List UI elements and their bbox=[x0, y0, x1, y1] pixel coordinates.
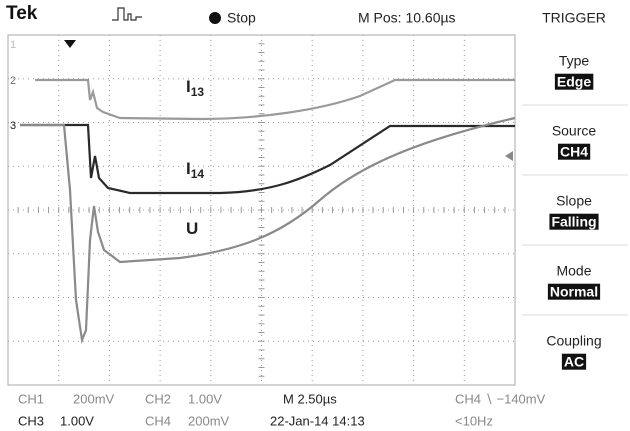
footer-text: CH4 ∖ −140mV bbox=[455, 391, 546, 406]
trace-label-sub: 14 bbox=[191, 167, 205, 181]
menu-value-bg bbox=[554, 73, 594, 90]
screen-border bbox=[7, 34, 516, 386]
menu-label: Source bbox=[552, 123, 597, 139]
ch3-marker: 3 bbox=[10, 120, 16, 132]
trace-label-main: I bbox=[186, 159, 191, 178]
menu: Type Edge Source CH4 Slope Falling Mode Normal C… bbox=[522, 53, 628, 370]
menu-value: Normal bbox=[550, 284, 598, 300]
position: M Pos: 10.60µs bbox=[358, 10, 456, 26]
trace-label-main: I bbox=[186, 77, 191, 96]
ch4-trace bbox=[20, 116, 516, 345]
ch3-trace bbox=[20, 123, 515, 195]
trace-label: I13 bbox=[186, 77, 204, 99]
trigger-level-marker bbox=[505, 151, 513, 161]
ch2-trace bbox=[35, 78, 515, 121]
trace-label-main: U bbox=[186, 219, 198, 238]
menu-title: TRIGGER bbox=[542, 10, 606, 26]
stop-dot bbox=[209, 12, 221, 24]
status: Stop bbox=[227, 10, 256, 26]
trace-label: I14 bbox=[186, 159, 204, 181]
footer-text: 200mV bbox=[188, 413, 230, 428]
trace-label-sub: 13 bbox=[191, 85, 205, 99]
footer-text: <10Hz bbox=[455, 413, 493, 428]
menu-value-bg bbox=[557, 143, 591, 160]
footer-text: 22-Jan-14 14:13 bbox=[270, 413, 365, 428]
footer-text: 1.00V bbox=[188, 391, 222, 406]
menu-label: Coupling bbox=[546, 333, 601, 349]
trigger-position-marker bbox=[64, 40, 76, 48]
brand: Tek bbox=[6, 3, 38, 24]
trace-label: U bbox=[186, 219, 198, 238]
menu-label: Slope bbox=[556, 193, 592, 209]
menu-value-bg bbox=[547, 283, 601, 300]
menu-value: CH4 bbox=[560, 144, 588, 160]
footer-text: 1.00V bbox=[60, 413, 94, 428]
acquire-icon bbox=[112, 7, 142, 21]
footer-text: M 2.50µs bbox=[283, 391, 337, 406]
footer-text: CH1 bbox=[18, 391, 44, 406]
menu-value: Falling bbox=[551, 214, 596, 230]
footer-text: CH2 bbox=[145, 391, 171, 406]
graticule bbox=[7, 34, 516, 386]
menu-value-bg bbox=[561, 353, 587, 370]
menu-value: Edge bbox=[557, 74, 591, 90]
menu-value: AC bbox=[564, 354, 584, 370]
ch2-marker: 2 bbox=[10, 75, 16, 87]
menu-label: Mode bbox=[556, 263, 591, 279]
ch1-marker: 1 bbox=[10, 39, 16, 51]
footer-text: CH3 bbox=[18, 413, 44, 428]
footer-text: 200mV bbox=[73, 391, 115, 406]
menu-value-bg bbox=[549, 213, 599, 230]
footer-text: CH4 bbox=[145, 413, 171, 428]
menu-label: Type bbox=[559, 53, 590, 69]
